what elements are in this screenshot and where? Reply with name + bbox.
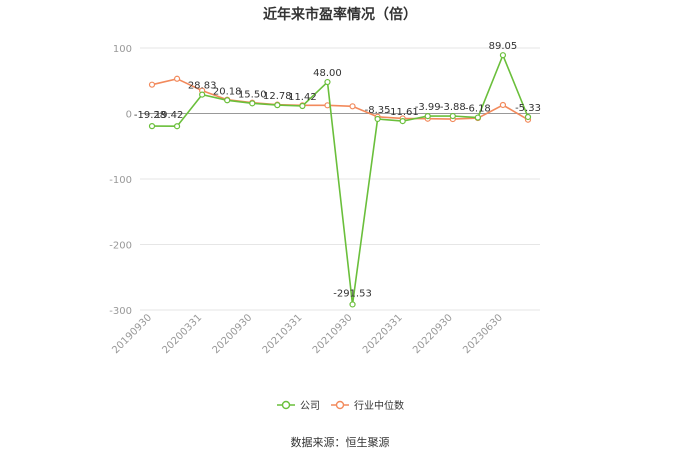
legend-item-industry-median[interactable]: 行业中位数 xyxy=(331,399,404,412)
data-label: -3.88 xyxy=(440,102,466,113)
data-point[interactable] xyxy=(148,123,156,130)
data-point[interactable] xyxy=(249,100,256,107)
data-point[interactable] xyxy=(399,118,406,125)
data-point[interactable] xyxy=(449,112,456,120)
grid-lines xyxy=(140,47,540,311)
data-point[interactable] xyxy=(224,97,231,104)
x-tick-label: 20230630 xyxy=(461,312,505,356)
series-line xyxy=(151,53,529,305)
data-label: 89.05 xyxy=(489,41,518,52)
data-label: 15.50 xyxy=(238,89,267,100)
series xyxy=(148,52,532,308)
y-tick-label: -100 xyxy=(109,175,132,186)
legend-label: 公司 xyxy=(300,401,320,412)
data-label: -291.53 xyxy=(333,288,372,299)
data-point[interactable] xyxy=(499,52,507,59)
x-tick-label: 20220331 xyxy=(361,312,405,356)
data-point[interactable] xyxy=(349,103,356,110)
data-label: -11.61 xyxy=(387,107,419,118)
chart-title: 近年来市盈率情况（倍） xyxy=(263,7,417,23)
x-tick-label: 20200331 xyxy=(160,312,204,356)
data-label: -6.18 xyxy=(465,104,491,115)
legend-swatch-marker xyxy=(281,400,291,410)
data-label: -8.35 xyxy=(365,105,391,116)
data-label: 11.42 xyxy=(288,92,317,103)
data-point[interactable] xyxy=(424,113,431,120)
data-label: 28.83 xyxy=(188,81,217,92)
data-point[interactable] xyxy=(349,301,356,308)
data-point[interactable] xyxy=(524,113,532,121)
x-tick-label: 20190930 xyxy=(110,312,154,356)
y-tick-label: -200 xyxy=(109,241,132,252)
legend-swatch-marker xyxy=(335,400,345,410)
data-label: -3.99 xyxy=(415,102,441,113)
y-axis: 100 0 -100 -200 -300 xyxy=(109,44,132,317)
data-point[interactable] xyxy=(173,123,181,130)
data-label: 19.42 xyxy=(155,110,184,121)
data-label: -19.28 xyxy=(134,110,166,121)
data-label: 48.00 xyxy=(313,68,342,79)
data-point[interactable] xyxy=(324,78,331,86)
data-label: -5.33 xyxy=(515,103,541,114)
y-tick-label: -300 xyxy=(109,306,132,317)
data-point[interactable] xyxy=(173,75,181,82)
data-point[interactable] xyxy=(199,91,206,98)
y-tick-label: 0 xyxy=(126,110,132,121)
x-axis: 20190930 20200331 20200930 20210331 20210930… xyxy=(110,312,505,356)
legend[interactable]: 公司 行业中位数 xyxy=(277,399,404,412)
series-line xyxy=(151,77,529,121)
data-point[interactable] xyxy=(474,114,481,121)
data-source: 数据来源：恒生聚源 xyxy=(290,436,390,449)
x-tick-label: 20210331 xyxy=(261,312,305,356)
data-label: 12.78 xyxy=(263,91,292,102)
x-tick-label: 20200930 xyxy=(211,312,255,356)
legend-item-company[interactable]: 公司 xyxy=(277,400,320,412)
data-point[interactable] xyxy=(499,101,507,109)
data-point[interactable] xyxy=(299,102,306,110)
x-tick-label: 20210930 xyxy=(311,312,355,356)
series-company xyxy=(148,52,532,308)
data-point[interactable] xyxy=(148,81,156,88)
y-tick-label: 100 xyxy=(113,44,132,55)
legend-label: 行业中位数 xyxy=(354,399,404,412)
data-label: 20.18 xyxy=(213,86,242,97)
data-point[interactable] xyxy=(374,115,381,123)
data-point[interactable] xyxy=(274,102,281,109)
x-tick-label: 20220930 xyxy=(411,312,455,356)
